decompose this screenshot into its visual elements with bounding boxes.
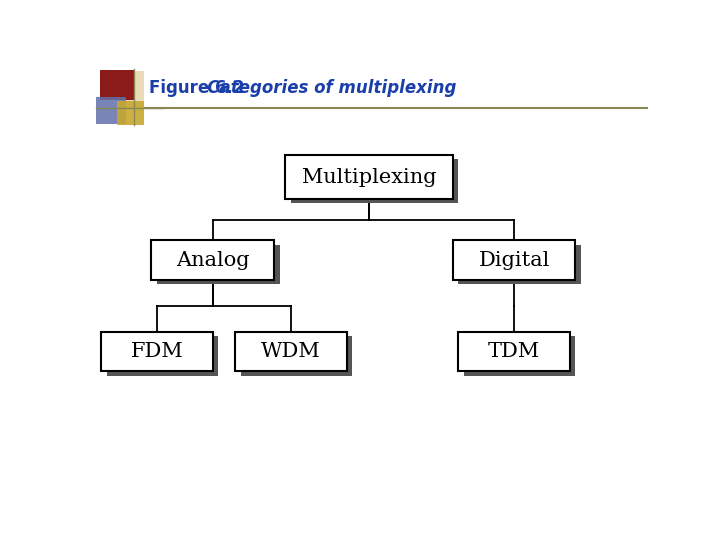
Bar: [100, 70, 133, 100]
FancyBboxPatch shape: [101, 332, 213, 372]
Bar: [96, 97, 126, 124]
FancyBboxPatch shape: [291, 159, 458, 203]
FancyBboxPatch shape: [453, 240, 575, 280]
FancyBboxPatch shape: [107, 336, 218, 376]
FancyBboxPatch shape: [157, 245, 279, 284]
FancyBboxPatch shape: [285, 155, 453, 199]
Text: Multiplexing: Multiplexing: [302, 167, 436, 186]
Bar: [117, 101, 143, 125]
FancyBboxPatch shape: [151, 240, 274, 280]
Text: Analog: Analog: [176, 251, 250, 269]
FancyBboxPatch shape: [240, 336, 352, 376]
FancyBboxPatch shape: [235, 332, 347, 372]
Text: Figure 6.2: Figure 6.2: [148, 79, 244, 97]
Text: Categories of multiplexing: Categories of multiplexing: [190, 79, 456, 97]
FancyBboxPatch shape: [459, 245, 581, 284]
Bar: [125, 71, 144, 109]
Text: TDM: TDM: [488, 342, 540, 361]
FancyBboxPatch shape: [459, 332, 570, 372]
Text: Digital: Digital: [478, 251, 550, 269]
FancyBboxPatch shape: [464, 336, 575, 376]
Text: WDM: WDM: [261, 342, 320, 361]
Text: FDM: FDM: [130, 342, 184, 361]
